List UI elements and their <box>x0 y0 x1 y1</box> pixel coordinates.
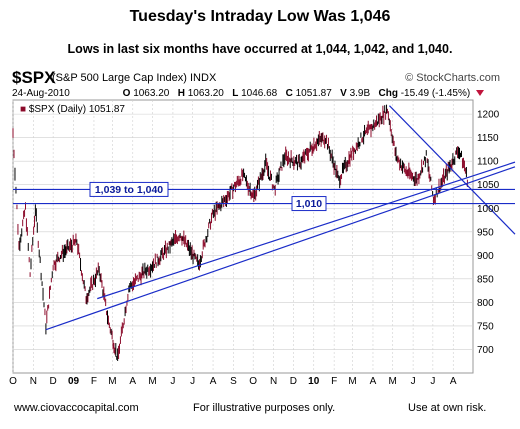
low-value: 1046.68 <box>241 88 278 99</box>
x-tick-label: M <box>348 376 356 387</box>
legend-swatch: ■ <box>20 104 26 115</box>
y-tick-label: 750 <box>477 321 494 332</box>
y-tick-label: 850 <box>477 274 494 285</box>
footer-disclaimer: For illustrative purposes only. <box>193 402 336 414</box>
y-tick-label: 1000 <box>477 204 500 215</box>
annotation-1039-1040-box <box>89 181 169 197</box>
change-label: Chg <box>378 88 398 99</box>
x-tick-label: 09 <box>68 376 80 387</box>
x-tick-label: O <box>249 376 257 387</box>
y-tick-label: 1200 <box>477 110 500 121</box>
x-tick-label: A <box>450 376 457 387</box>
x-tick-label: F <box>91 376 97 387</box>
y-tick-label: 800 <box>477 298 494 309</box>
close-value: 1051.87 <box>295 88 332 99</box>
price-bars <box>12 104 468 361</box>
x-tick-label: D <box>290 376 297 387</box>
x-tick-label: A <box>210 376 217 387</box>
y-tick-label: 700 <box>477 345 494 356</box>
x-tick-label: M <box>108 376 116 387</box>
trend-line-lower <box>45 166 516 331</box>
x-tick-label: A <box>129 376 136 387</box>
annotation-1010-text: 1,010 <box>296 198 322 210</box>
x-tick-label: J <box>190 376 195 387</box>
quote-date: 24-Aug-2010 <box>12 88 70 99</box>
x-tick-label: N <box>30 376 37 387</box>
open-label: O <box>122 88 131 99</box>
y-tick-label: 1050 <box>477 180 500 191</box>
close-label: C <box>285 88 293 99</box>
x-tick-label: A <box>370 376 377 387</box>
chart-title: Tuesday's Intraday Low Was 1,046 <box>129 8 391 25</box>
chart-subtitle: Lows in last six months have occurred at… <box>67 42 453 56</box>
change-value: -15.49 (-1.45%) <box>400 88 471 99</box>
quote-line: 24-Aug-2010 O 1063.20 H 1063.20 L 1046.6… <box>12 88 484 99</box>
y-tick-label: 1100 <box>477 157 499 168</box>
legend-text: $SPX (Daily) 1051.87 <box>29 104 126 115</box>
series-legend: ■ $SPX (Daily) 1051.87 <box>20 104 125 115</box>
low-label: L <box>232 88 239 99</box>
x-tick-label: S <box>230 376 237 387</box>
down-arrow-icon <box>475 90 484 97</box>
x-tick-label: J <box>430 376 435 387</box>
x-tick-label: O <box>9 376 17 387</box>
high-value: 1063.20 <box>187 88 224 99</box>
ticker-description: (S&P 500 Large Cap Index) INDX <box>52 72 217 84</box>
annotation-1010-box <box>291 196 327 212</box>
annotation-1039-1040-text: 1,039 to 1,040 <box>95 184 163 196</box>
high-label: H <box>177 88 185 99</box>
y-tick-label: 1150 <box>477 133 499 144</box>
open-value: 1063.20 <box>133 88 170 99</box>
x-axis: O N D 09 F M A M J J A S O N D 10 F M A M J J A <box>9 376 457 387</box>
annotations: 1,039 to 1,040 1,010 <box>89 181 327 212</box>
brand-label: © StockCharts.com <box>405 72 500 84</box>
y-tick-label: 900 <box>477 251 494 262</box>
plot-frame <box>12 99 474 374</box>
x-tick-label: M <box>148 376 156 387</box>
volume-label: V <box>340 88 347 99</box>
grid <box>12 100 473 373</box>
footer-website: www.ciovaccocapital.com <box>14 402 139 414</box>
x-tick-label: J <box>411 376 416 387</box>
volume-value: 3.9B <box>349 88 371 99</box>
trend-line-down <box>388 105 516 235</box>
ticker-symbol: $SPX <box>12 68 56 87</box>
footer-risk: Use at own risk. <box>408 402 487 414</box>
y-axis: 700 750 800 850 900 950 1000 1050 1100 1150 1200 <box>477 110 500 356</box>
x-tick-label: M <box>389 376 397 387</box>
x-tick-label: F <box>331 376 337 387</box>
x-tick-label: 10 <box>308 376 320 387</box>
x-tick-label: J <box>170 376 175 387</box>
x-tick-label: N <box>270 376 277 387</box>
y-tick-label: 950 <box>477 227 494 238</box>
trend-line-upper <box>97 161 516 300</box>
x-tick-label: D <box>50 376 57 387</box>
